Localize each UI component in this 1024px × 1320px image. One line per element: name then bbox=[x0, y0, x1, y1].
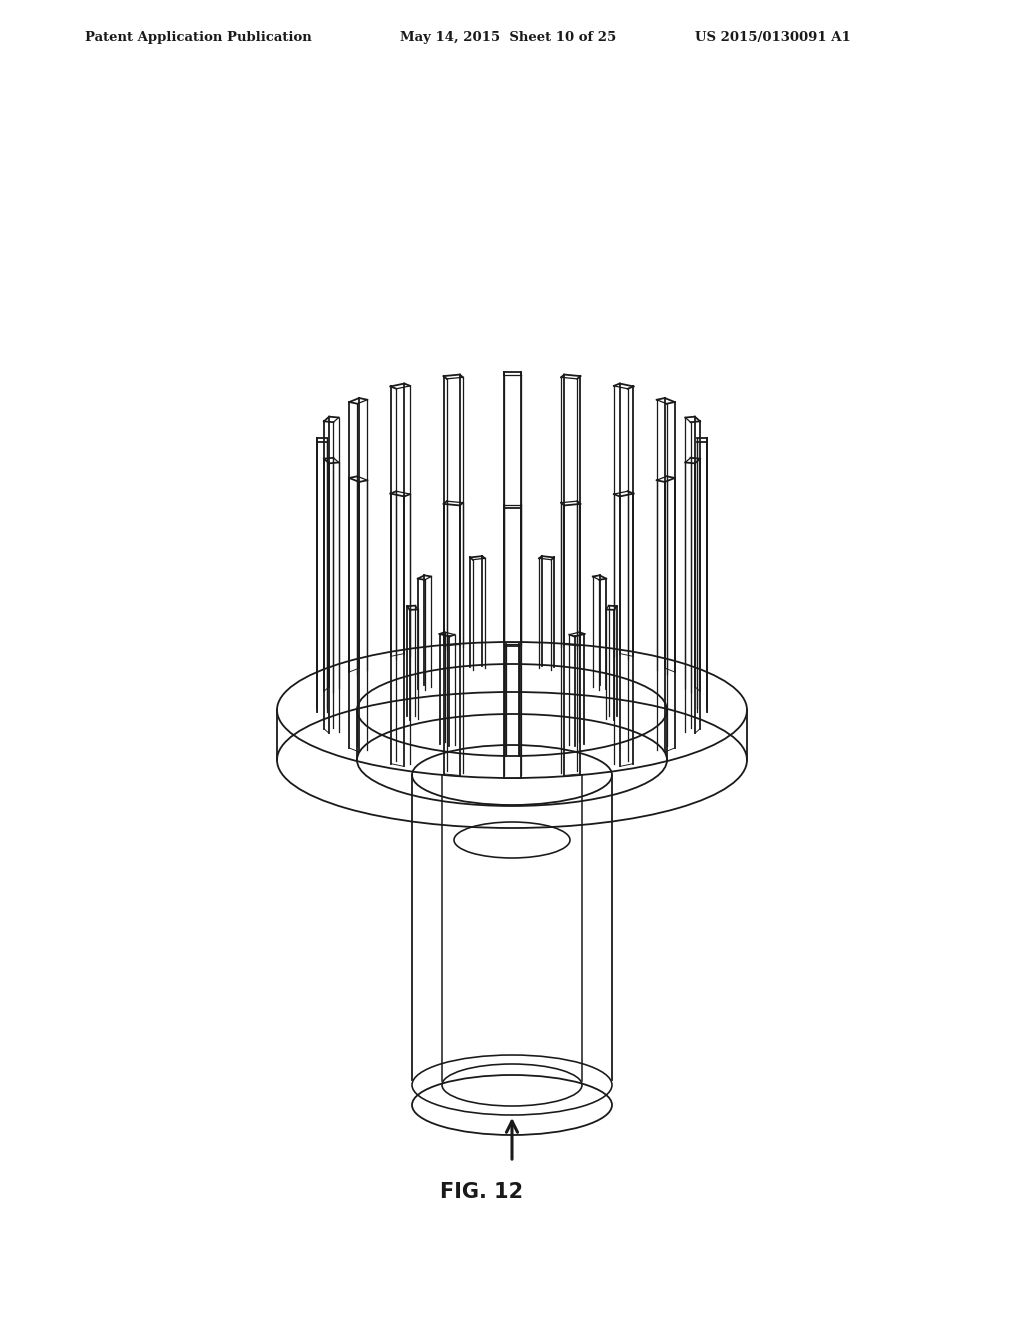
Text: US 2015/0130091 A1: US 2015/0130091 A1 bbox=[695, 30, 851, 44]
Text: FIG. 12: FIG. 12 bbox=[440, 1181, 523, 1203]
Text: May 14, 2015  Sheet 10 of 25: May 14, 2015 Sheet 10 of 25 bbox=[400, 30, 616, 44]
Text: Patent Application Publication: Patent Application Publication bbox=[85, 30, 311, 44]
